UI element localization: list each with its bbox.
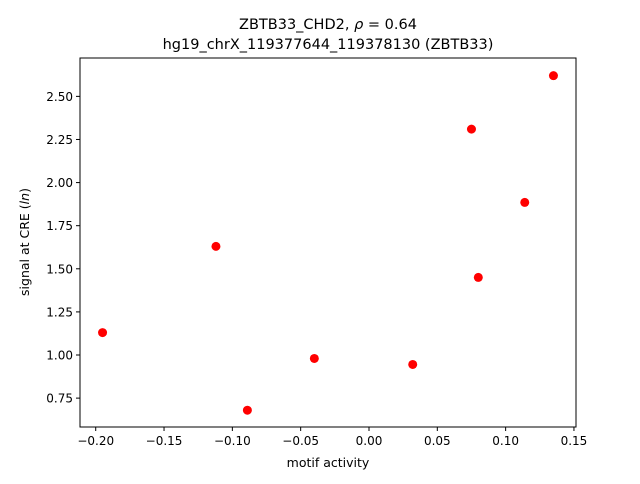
data-point	[473, 272, 483, 282]
plot-area	[98, 71, 558, 415]
y-tick-label: 2.50	[46, 90, 73, 104]
x-tick-label: 0.05	[424, 434, 451, 448]
data-point	[408, 359, 418, 369]
y-tick-label: 0.75	[46, 392, 73, 406]
axes-frame	[79, 57, 577, 428]
y-tick-label: 1.25	[46, 305, 73, 319]
data-point	[520, 197, 530, 207]
data-point	[242, 405, 252, 415]
x-axis: −0.20 −0.15 −0.10 −0.05 0.00 0.05 0.10 0.15	[77, 427, 587, 448]
x-axis-label: motif activity	[287, 455, 370, 470]
x-tick-label: −0.05	[282, 434, 319, 448]
y-tick-label: 1.75	[46, 219, 73, 233]
x-tick-label: 0.15	[561, 434, 588, 448]
y-axis-label: signal at CRE (ln)	[17, 188, 32, 296]
y-tick-label: 1.00	[46, 349, 73, 363]
data-point	[309, 353, 319, 363]
y-tick-label: 2.25	[46, 133, 73, 147]
y-axis: 0.75 1.00 1.25 1.50 1.75 2.00 2.25 2.50	[46, 90, 80, 406]
chart-title-line1: ZBTB33_CHD2, ρ = 0.64	[239, 17, 417, 33]
x-tick-label: 0.10	[492, 434, 519, 448]
data-point	[98, 328, 108, 338]
data-point	[466, 124, 476, 134]
y-tick-label: 1.50	[46, 262, 73, 276]
chart-title-line2: hg19_chrX_119377644_119378130 (ZBTB33)	[163, 37, 494, 53]
y-tick-label: 2.00	[46, 176, 73, 190]
x-tick-label: 0.00	[356, 434, 383, 448]
x-tick-label: −0.20	[77, 434, 114, 448]
data-point	[211, 241, 221, 251]
x-tick-label: −0.10	[214, 434, 251, 448]
data-point	[548, 71, 558, 81]
x-tick-label: −0.15	[146, 434, 183, 448]
